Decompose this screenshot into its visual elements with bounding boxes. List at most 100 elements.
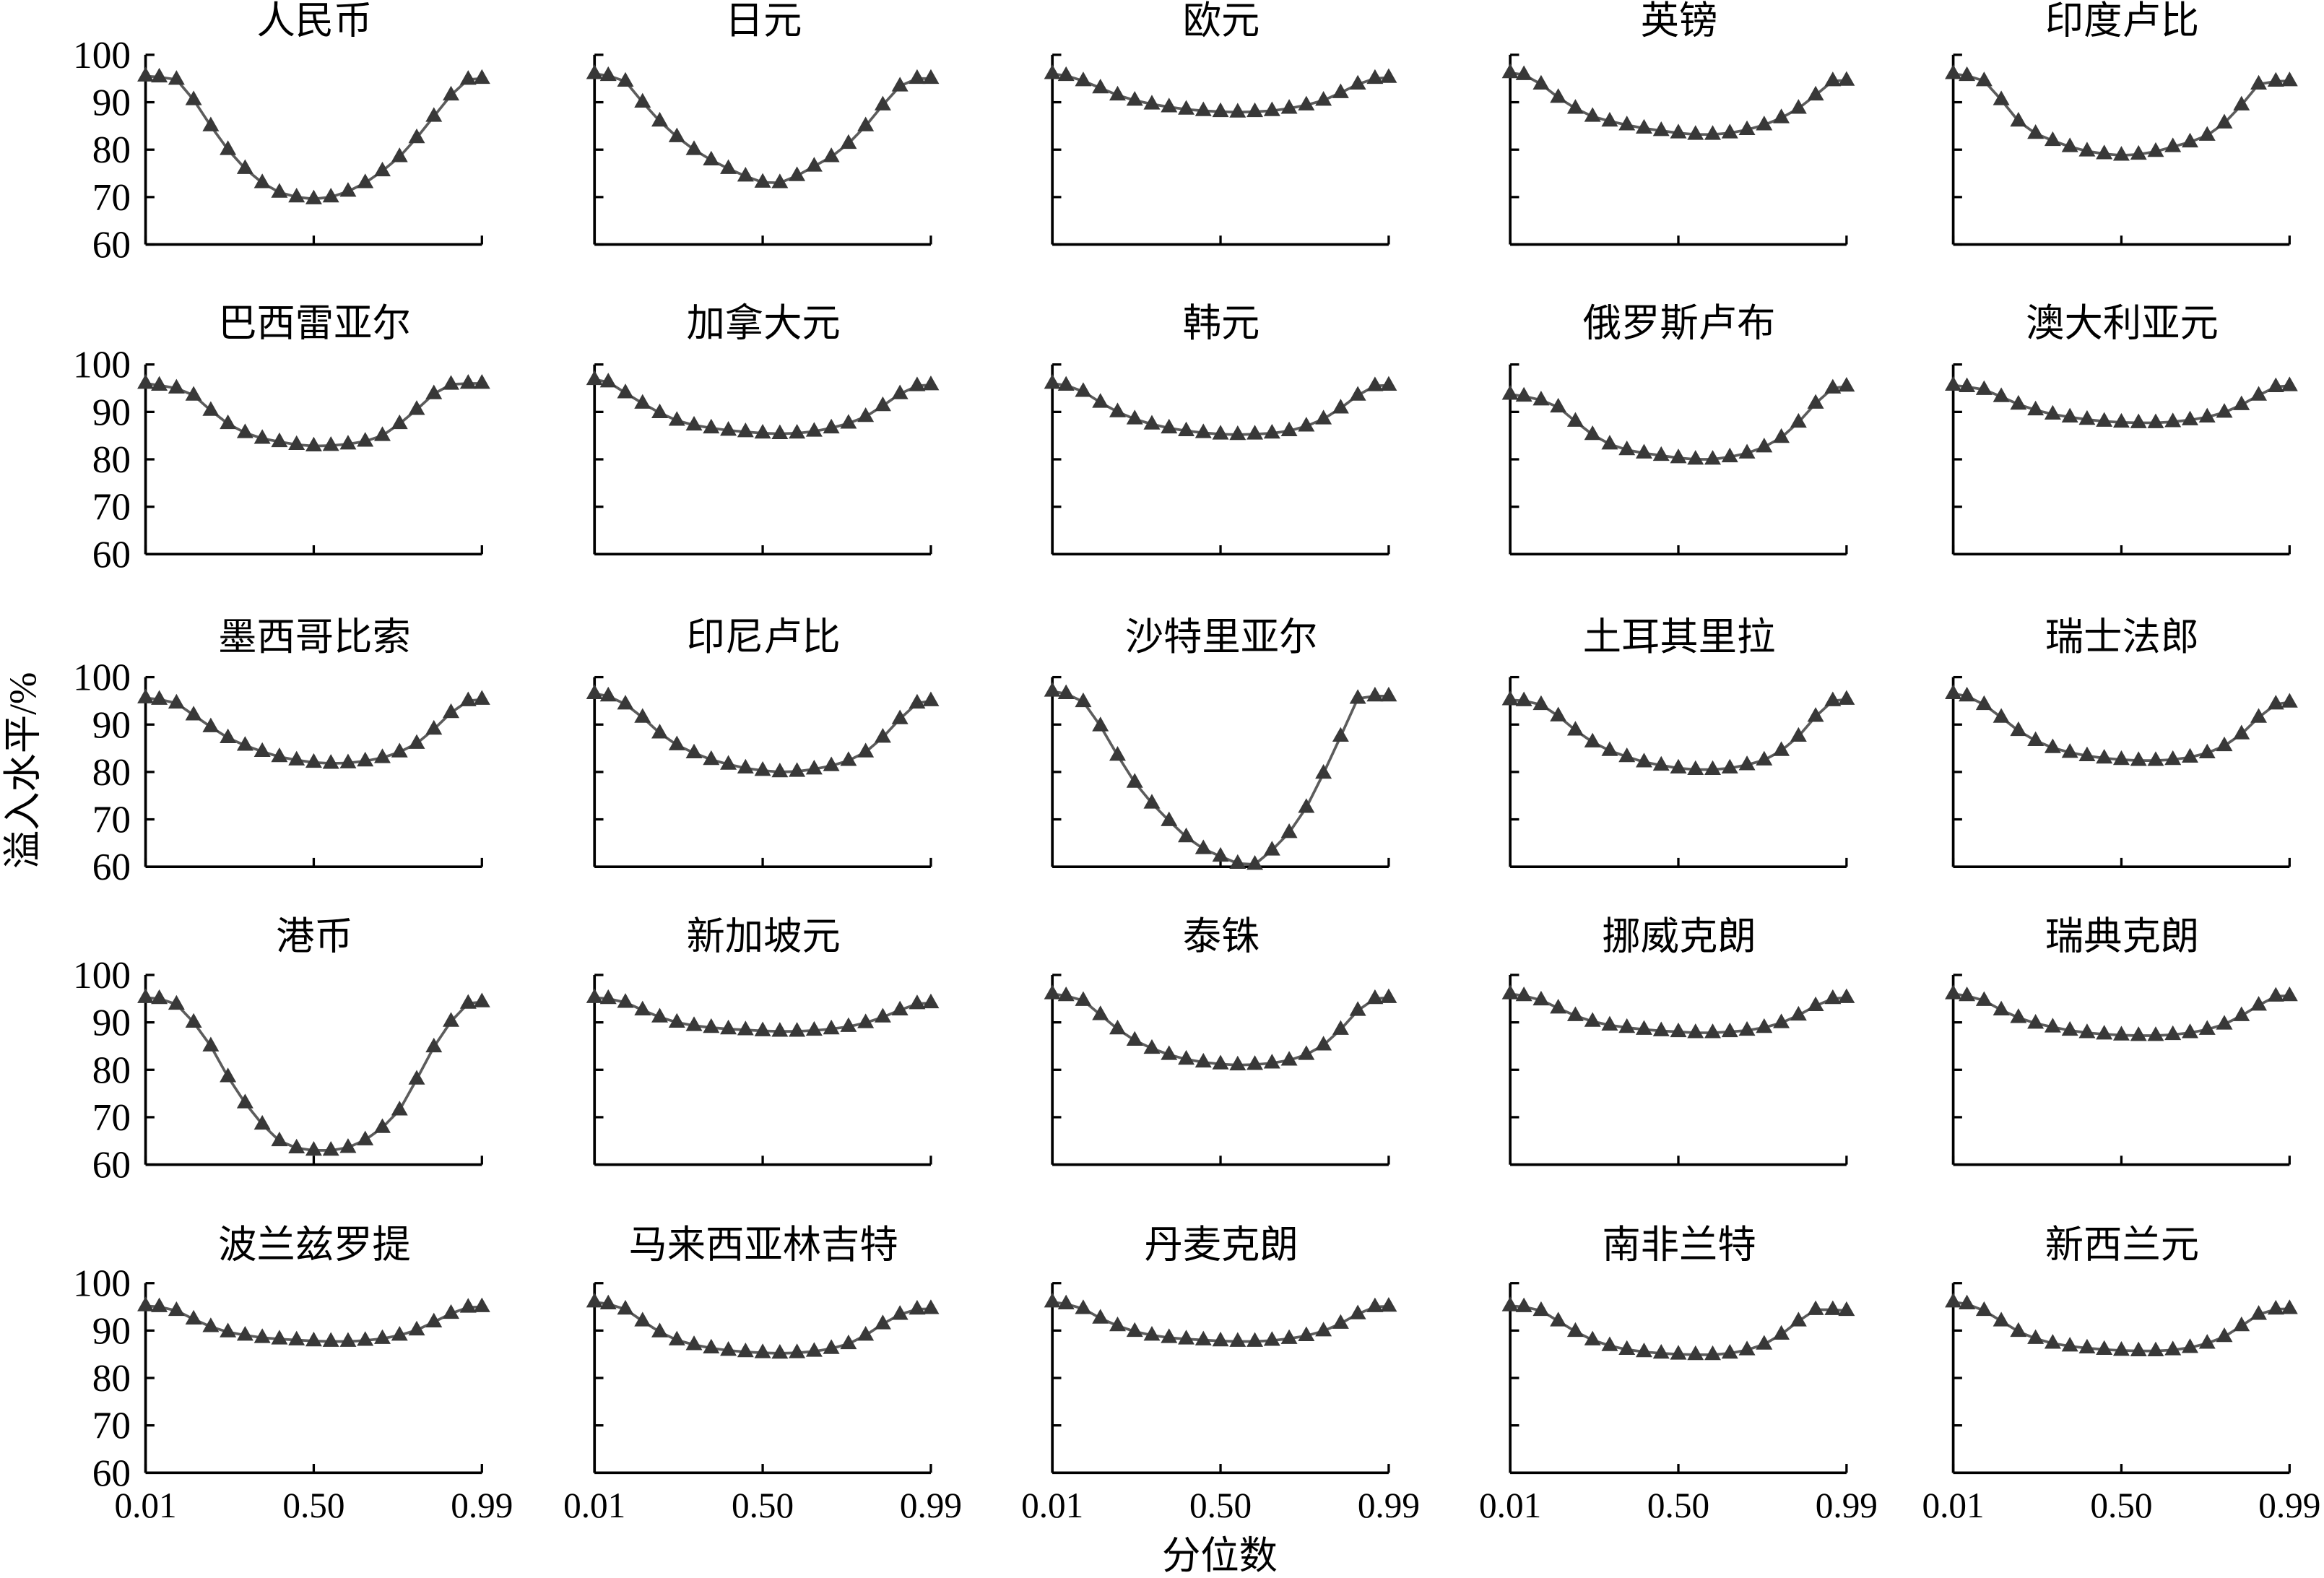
- data-point-marker: [805, 157, 823, 172]
- data-point-marker: [720, 1341, 737, 1356]
- data-point-marker: [1790, 99, 1807, 114]
- x-tick-label: 0.01: [1021, 1486, 1083, 1525]
- y-tick-label: 80: [92, 1048, 131, 1091]
- data-point-marker: [1704, 1345, 1722, 1361]
- data-point-marker: [1332, 1314, 1349, 1329]
- data-point-marker: [305, 1140, 322, 1156]
- x-tick-label: 0.01: [1922, 1486, 1985, 1525]
- data-point-marker: [2078, 1338, 2096, 1354]
- data-point-marker: [720, 1019, 737, 1035]
- panel-title: 泰铢: [1183, 915, 1260, 958]
- x-tick-label: 0.50: [1189, 1486, 1252, 1525]
- data-point-marker: [1790, 727, 1807, 742]
- data-point-marker: [891, 709, 909, 724]
- data-point-marker: [909, 693, 926, 709]
- data-point-marker: [1366, 1297, 1384, 1312]
- data-point-marker: [339, 1138, 357, 1153]
- data-point-marker: [1687, 125, 1704, 140]
- data-point-marker: [1790, 1005, 1807, 1021]
- data-point-marker: [202, 116, 220, 131]
- data-point-marker: [168, 70, 185, 85]
- data-point-marker: [617, 383, 634, 399]
- data-point-marker: [1515, 386, 1532, 402]
- data-point-marker: [1126, 1031, 1143, 1046]
- data-point-marker: [1959, 1294, 1976, 1309]
- data-point-marker: [1280, 1329, 1298, 1344]
- data-point-marker: [685, 1335, 703, 1351]
- data-point-marker: [1161, 811, 1178, 826]
- data-point-marker: [202, 1317, 220, 1332]
- data-point-marker: [634, 708, 651, 723]
- data-point-marker: [1349, 1304, 1366, 1319]
- data-point-marker: [1824, 989, 1842, 1005]
- data-point-marker: [1194, 839, 1212, 854]
- data-point-marker: [1044, 374, 1061, 389]
- panel-title: 巴西雷亚尔: [218, 301, 411, 344]
- data-point-marker: [473, 992, 490, 1007]
- data-point-marker: [322, 187, 339, 203]
- data-point-marker: [2061, 137, 2078, 152]
- data-point-marker: [874, 396, 891, 412]
- data-point-marker: [1618, 440, 1636, 456]
- data-point-marker: [2281, 1299, 2298, 1314]
- data-point-marker: [857, 407, 875, 422]
- panel-22: 马来西亚林吉特 0.01 0.50 0.99: [563, 1223, 962, 1525]
- data-point-marker: [2250, 708, 2268, 723]
- data-point-marker: [805, 1342, 823, 1357]
- data-point-marker: [1993, 90, 2010, 105]
- data-point-marker: [617, 71, 634, 87]
- data-point-marker: [891, 384, 909, 399]
- data-point-marker: [1178, 100, 1195, 115]
- panel-title: 英镑: [1641, 0, 1718, 43]
- data-point-marker: [737, 758, 754, 774]
- data-point-marker: [1057, 986, 1075, 1002]
- data-point-marker: [599, 66, 617, 82]
- data-point-marker: [425, 107, 443, 122]
- data-point-marker: [1652, 446, 1670, 461]
- data-point-marker: [137, 688, 155, 703]
- data-point-marker: [1838, 376, 1855, 392]
- data-point-marker: [1315, 1036, 1332, 1051]
- data-point-marker: [2010, 1008, 2027, 1023]
- data-point-marker: [651, 403, 669, 419]
- data-point-marker: [2147, 1026, 2164, 1041]
- data-point-marker: [668, 1013, 685, 1028]
- data-point-marker: [909, 994, 926, 1010]
- data-point-marker: [2198, 743, 2216, 759]
- data-point-marker: [1945, 64, 1962, 79]
- data-point-marker: [1515, 65, 1532, 80]
- data-point-marker: [1263, 101, 1280, 116]
- series-line: [1953, 72, 2290, 157]
- data-point-marker: [2182, 410, 2198, 425]
- data-point-marker: [1756, 750, 1773, 766]
- data-point-marker: [840, 1334, 857, 1350]
- data-point-marker: [339, 435, 357, 450]
- data-point-marker: [2182, 747, 2198, 763]
- data-point-marker: [391, 1101, 408, 1116]
- data-point-marker: [2130, 144, 2147, 160]
- data-point-marker: [823, 147, 840, 162]
- data-point-marker: [357, 751, 374, 767]
- data-point-marker: [823, 1339, 840, 1354]
- data-point-marker: [1670, 448, 1687, 464]
- data-point-marker: [1075, 692, 1092, 708]
- data-point-marker: [1194, 101, 1212, 116]
- data-point-marker: [1349, 689, 1366, 704]
- data-point-marker: [373, 748, 391, 763]
- data-point-marker: [1126, 773, 1143, 788]
- data-point-marker: [1229, 854, 1246, 870]
- data-point-marker: [789, 166, 806, 181]
- data-point-marker: [1687, 1345, 1704, 1361]
- y-tick-label: 100: [73, 33, 131, 77]
- data-point-marker: [2027, 123, 2045, 139]
- data-point-marker: [599, 1294, 617, 1309]
- data-point-marker: [288, 750, 305, 766]
- y-tick-label: 90: [92, 81, 131, 124]
- data-point-marker: [185, 90, 202, 105]
- data-point-marker: [443, 703, 460, 719]
- data-point-marker: [1246, 1055, 1264, 1070]
- data-point-marker: [1838, 71, 1855, 86]
- data-point-marker: [1945, 1293, 1962, 1308]
- data-point-marker: [357, 173, 374, 188]
